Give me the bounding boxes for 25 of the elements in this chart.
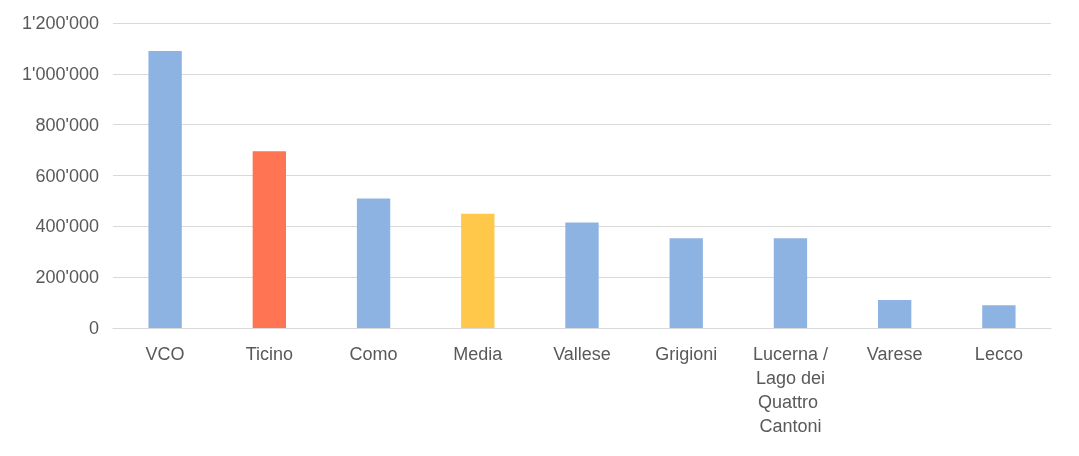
y-tick-label: 200'000 [35,267,99,288]
x-tick-label: Grigioni [655,344,718,364]
x-tick-label: VCO [145,344,185,364]
y-tick-label: 800'000 [35,114,99,135]
x-tick-label: Ticino [245,344,294,364]
y-tick-label: 400'000 [35,216,99,237]
bar [148,50,182,328]
x-tick-label: Lucerna / Lago dei Quattro Cantoni [750,344,830,436]
bar [877,300,912,328]
x-tick-label: Vallese [553,344,611,364]
bar [669,238,703,328]
bar [252,151,287,328]
y-tick-label: 1'000'000 [22,63,99,84]
bar [356,198,391,328]
x-tick-label: Varese [866,344,923,364]
y-tick-label: 0 [88,318,99,338]
bar [773,238,808,328]
x-tick-label: Media [453,344,504,364]
y-tick-label: 1'200'000 [22,13,99,33]
y-tick-label: 600'000 [35,165,99,186]
bar [565,222,599,328]
bar [461,213,495,328]
x-tick-label: Como [349,344,398,364]
x-tick-label: Lecco [974,344,1023,364]
bar [982,305,1016,328]
